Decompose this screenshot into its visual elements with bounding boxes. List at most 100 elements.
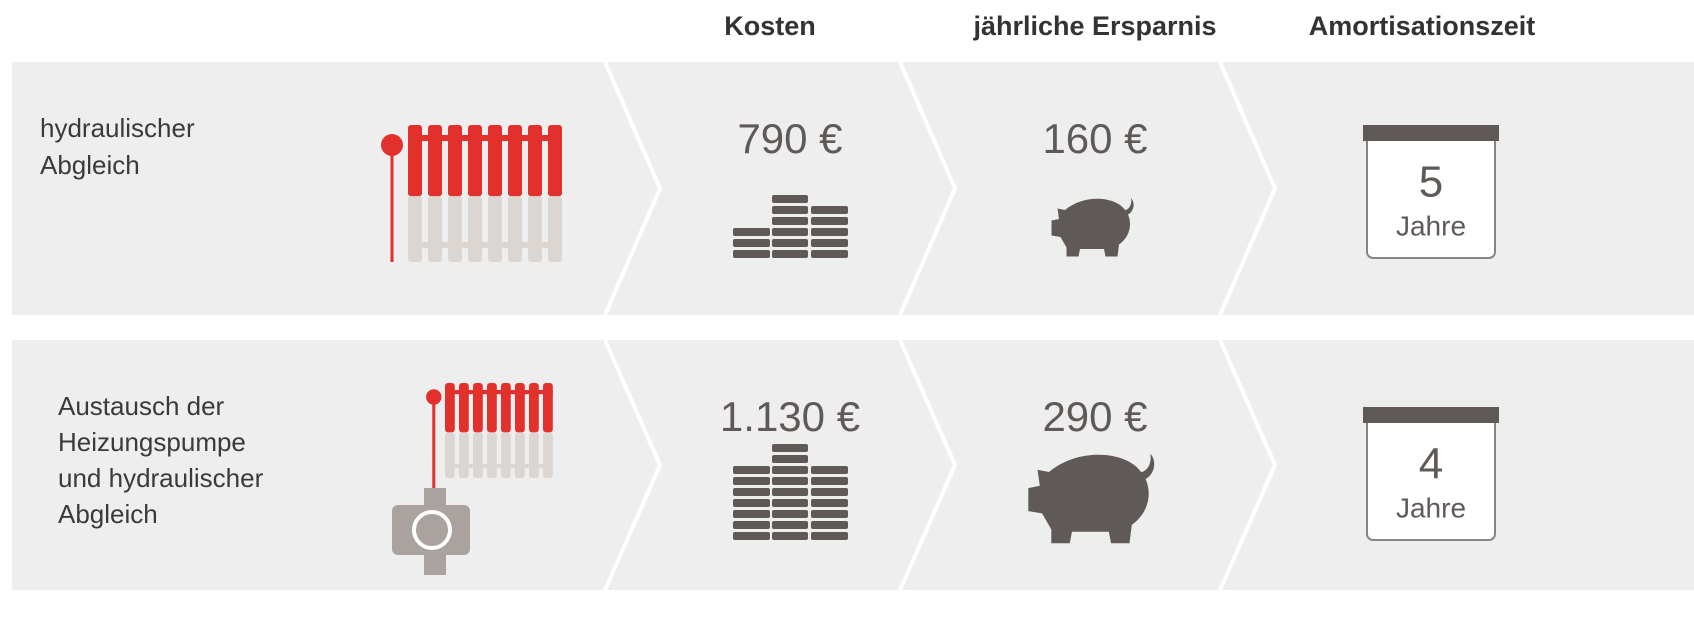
coin — [772, 466, 808, 474]
radiator-fin — [448, 196, 462, 262]
radiator-fin — [445, 383, 455, 433]
saving-value: 290 € — [1042, 393, 1147, 440]
chevron — [898, 61, 958, 316]
radiator-bar — [445, 390, 553, 395]
radiator-fin — [501, 383, 511, 433]
coin — [811, 477, 848, 485]
radiator-fin — [501, 432, 511, 478]
coin — [811, 521, 848, 529]
coin — [733, 477, 770, 485]
row-label: Heizungspumpe — [58, 427, 246, 457]
coin — [811, 466, 848, 474]
radiator-fin — [488, 125, 502, 197]
coin — [772, 510, 808, 518]
chevron — [1218, 61, 1278, 316]
row-label: hydraulischer — [40, 113, 195, 143]
coin — [811, 488, 848, 496]
coin — [811, 239, 848, 247]
radiator-fin — [543, 432, 553, 478]
coin — [772, 239, 808, 247]
radiator-fin — [487, 383, 497, 433]
radiator-fin — [459, 432, 469, 478]
coin — [733, 532, 770, 540]
radiator-fin — [515, 383, 525, 433]
row-label: Abgleich — [40, 150, 140, 180]
years-unit: Jahre — [1396, 492, 1466, 523]
coin — [733, 466, 770, 474]
radiator-fin — [488, 196, 502, 262]
coin — [772, 228, 808, 236]
coin — [811, 532, 848, 540]
radiator-fin — [487, 432, 497, 478]
radiator-bar — [445, 464, 553, 469]
coin — [772, 532, 808, 540]
chevron — [898, 339, 958, 591]
header: Kosten — [724, 11, 816, 41]
radiator-fin — [529, 432, 539, 478]
coin — [772, 521, 808, 529]
radiator-fin — [408, 125, 422, 197]
coin — [772, 206, 808, 214]
valve — [381, 134, 403, 156]
pump-body — [392, 505, 470, 555]
calendar-top — [1363, 125, 1499, 141]
coin — [772, 499, 808, 507]
radiator-fin — [529, 383, 539, 433]
coin — [772, 217, 808, 225]
years-value: 5 — [1419, 158, 1443, 207]
radiator-fin — [468, 196, 482, 262]
row-label: Abgleich — [58, 499, 158, 529]
coin — [733, 228, 770, 236]
radiator-fin — [428, 125, 442, 197]
radiator-fin — [473, 383, 483, 433]
coin — [811, 499, 848, 507]
valve — [426, 389, 442, 405]
years-unit: Jahre — [1396, 210, 1466, 241]
radiator-fin — [508, 125, 522, 197]
radiator-fin — [548, 125, 562, 197]
radiator-fin — [528, 125, 542, 197]
radiator-bar — [408, 242, 562, 248]
coin — [733, 510, 770, 518]
coin — [772, 250, 808, 258]
header: jährliche Ersparnis — [972, 11, 1216, 41]
radiator-fin — [408, 196, 422, 262]
radiator-fin — [543, 383, 553, 433]
radiator-fin — [468, 125, 482, 197]
pump-foot — [424, 553, 446, 575]
years-value: 4 — [1419, 440, 1443, 489]
coin — [811, 206, 848, 214]
coin — [811, 217, 848, 225]
radiator-fin — [428, 196, 442, 262]
radiator-fin — [528, 196, 542, 262]
radiator-fin — [473, 432, 483, 478]
chevron — [603, 339, 663, 591]
coin — [811, 228, 848, 236]
coin — [733, 499, 770, 507]
coin — [733, 521, 770, 529]
header: Amortisationszeit — [1309, 11, 1536, 41]
pump-ring — [412, 510, 452, 550]
radiator-bar — [408, 135, 562, 141]
cost-value: 790 € — [737, 115, 842, 162]
coin — [733, 239, 770, 247]
piggy-bank — [1028, 453, 1155, 544]
radiator-fin — [515, 432, 525, 478]
radiator-fin — [445, 432, 455, 478]
coin — [772, 444, 808, 452]
radiator-fin — [548, 196, 562, 262]
row-label: Austausch der — [58, 391, 225, 421]
radiator-fin — [508, 196, 522, 262]
chevron — [603, 61, 663, 316]
row-label: und hydraulischer — [58, 463, 264, 493]
cost-value: 1.130 € — [720, 393, 860, 440]
coin — [772, 455, 808, 463]
coin — [772, 488, 808, 496]
radiator-fin — [459, 383, 469, 433]
coin — [772, 195, 808, 203]
chevron — [1218, 339, 1278, 591]
pump-neck — [424, 488, 446, 508]
piggy-bank — [1051, 198, 1134, 257]
coin — [772, 477, 808, 485]
